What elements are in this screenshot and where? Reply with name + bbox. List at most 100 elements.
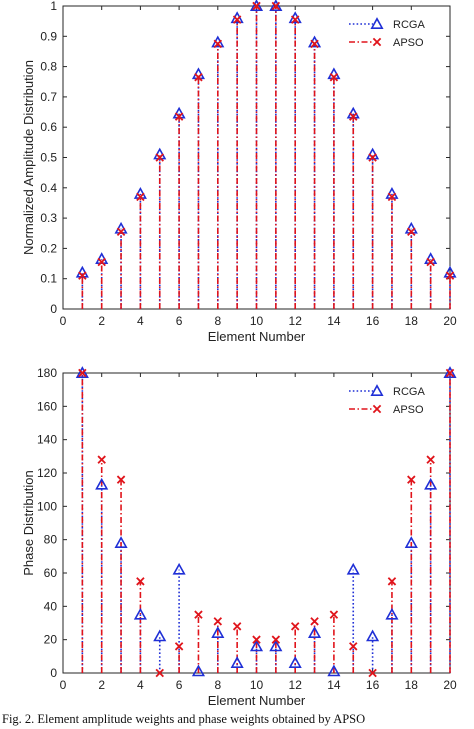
apso-marker [213,617,223,626]
apso-marker [290,15,300,24]
rcga-marker [153,629,167,642]
x-tick-label: 10 [250,314,264,328]
apso-marker [213,39,223,49]
apso-marker [271,1,281,11]
x-tick-label: 0 [60,314,67,328]
apso-marker [136,577,145,586]
apso-marker [329,610,339,619]
apso-marker [232,15,242,24]
apso-marker [232,622,242,631]
legend-rcga-marker [370,17,384,29]
apso-marker [194,72,203,82]
y-tick-label: 140 [37,433,57,447]
legend-rcga-marker [370,384,384,396]
x-tick-label: 6 [176,314,183,328]
rcga-marker [211,626,225,638]
x-tick-label: 4 [137,678,144,692]
legend-apso-marker [372,37,382,47]
rcga-marker [230,656,244,668]
apso-marker [387,192,397,202]
phase-chart: 0 2 4 6 8 10 12 14 16 18 20 0 20 40 60 80 100 120 140 160 18… [21,366,457,708]
y-tick-label: 0.6 [40,120,57,134]
x-tick-label: 12 [289,678,303,692]
x-tick-label: 16 [366,678,380,692]
x-tick-label: 18 [405,314,419,328]
y-axis-label: Phase Distribution [21,470,36,576]
legend-apso-label: APSO [393,37,424,49]
apso-marker [174,642,184,651]
rcga-marker [443,366,457,378]
apso-marker [174,112,184,121]
apso-marker [271,635,281,644]
y-tick-label: 40 [44,599,58,613]
apso-marker [116,475,126,484]
x-tick-label: 0 [60,678,67,692]
rcga-marker [366,629,380,642]
rcga-marker [346,562,360,575]
rcga-marker [404,536,418,548]
y-tick-label: 0.3 [40,211,57,225]
apso-marker [329,72,339,82]
y-tick-label: 20 [44,633,58,647]
rcga-marker [269,0,283,11]
rcga-marker [307,626,322,638]
x-tick-label: 10 [250,678,264,692]
y-tick-label: 80 [44,533,58,547]
y-tick-label: 0.1 [40,272,57,286]
rcga-marker [269,639,283,652]
x-tick-label: 2 [98,678,105,692]
x-tick-label: 20 [443,678,457,692]
y-tick-label: 0 [50,666,57,680]
apso-marker [310,39,319,49]
apso-marker [252,635,261,644]
apso-marker [445,368,455,378]
y-tick-label: 0 [50,302,57,316]
y-tick-label: 180 [37,366,57,380]
y-tick-label: 0.8 [40,60,57,74]
rcga-marker [75,366,89,378]
apso-marker [78,368,87,378]
rcga-marker [424,477,438,490]
apso-marker [155,668,164,678]
rcga-marker [249,639,264,652]
rcga-marker [95,477,109,490]
y-tick-label: 0.4 [40,181,57,195]
x-tick-label: 8 [214,314,221,328]
apso-marker [387,577,397,586]
apso-marker [349,112,358,121]
apso-marker [310,617,319,626]
apso-marker [426,257,435,267]
x-tick-label: 16 [366,314,380,328]
rcga-marker [133,607,147,620]
apso-marker [136,192,145,202]
rcga-marker [249,0,264,11]
apso-marker [426,455,435,464]
x-tick-label: 2 [98,314,105,328]
y-tick-label: 160 [37,399,57,413]
apso-marker [349,642,358,651]
amplitude-chart: 0 2 4 6 8 10 12 14 16 18 20 0 0.1 0.2 0.3 0.4 0.5 0.6 0.7 0… [21,0,457,344]
legend-apso-label: APSO [393,404,424,416]
apso-marker [78,271,87,280]
x-tick-label: 12 [289,314,303,328]
x-tick-label: 8 [214,678,221,692]
apso-marker [407,475,416,484]
legend-rcga-label: RCGA [393,386,425,398]
rcga-marker [327,664,341,677]
y-tick-label: 1 [50,0,57,13]
rcga-marker [385,607,399,620]
apso-marker [368,153,377,162]
x-axis-label: Element Number [208,329,306,344]
rcga-marker [114,536,128,548]
legend-apso-marker [372,404,382,414]
rcga-marker [172,562,186,575]
y-tick-label: 0.5 [40,151,57,165]
rcga-marker [288,656,302,668]
y-axis-label: Normalized Amplitude Distribution [21,60,36,255]
apso-marker [116,227,126,236]
apso-marker [194,610,203,619]
apso-marker [155,153,164,162]
apso-marker [97,257,106,267]
y-tick-label: 120 [37,466,57,480]
